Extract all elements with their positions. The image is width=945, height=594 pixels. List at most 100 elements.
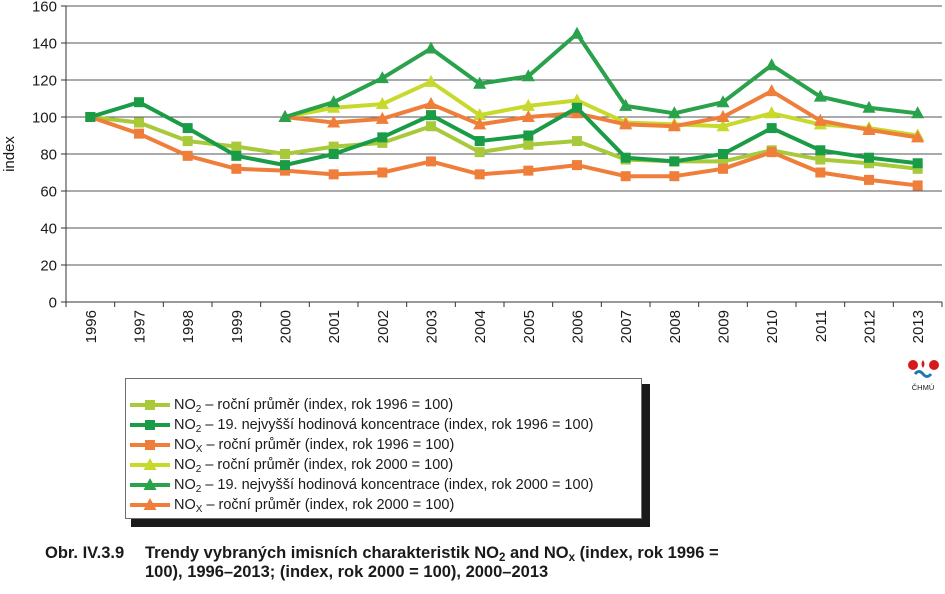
legend-label-sub: X xyxy=(195,444,203,455)
series-group xyxy=(85,26,925,191)
x-tick-label: 1998 xyxy=(180,310,197,343)
legend-swatch-marker xyxy=(143,478,157,490)
data-point xyxy=(426,156,436,167)
data-point xyxy=(669,156,680,167)
data-point xyxy=(231,150,242,161)
x-tick-label: 2006 xyxy=(570,310,587,343)
x-tick-label: 2004 xyxy=(472,310,489,343)
data-point xyxy=(864,174,874,185)
x-tick-label: 2007 xyxy=(618,310,635,343)
data-point xyxy=(473,108,487,121)
legend-swatch xyxy=(130,400,170,410)
data-point xyxy=(377,132,388,143)
logo-red-dot-right xyxy=(929,360,939,370)
data-point xyxy=(912,180,923,191)
data-point xyxy=(521,69,535,82)
x-tick-label: 2003 xyxy=(424,310,441,343)
data-point xyxy=(426,110,436,121)
y-axis-ticks: 0 20 40 60 80 100 120 140 160 xyxy=(32,0,66,312)
data-point xyxy=(912,158,923,169)
data-point xyxy=(815,167,826,178)
data-point xyxy=(667,106,681,119)
y-tick-label: 80 xyxy=(40,147,57,164)
data-point xyxy=(424,97,438,110)
caption-sub-a: 2 xyxy=(498,552,506,564)
legend-label: NOX – roční průměr (index, rok 1996 = 10… xyxy=(174,435,454,455)
data-point xyxy=(182,150,193,161)
data-point xyxy=(815,154,826,165)
y-axis-label: index xyxy=(1,136,18,172)
data-point xyxy=(328,169,339,180)
data-point xyxy=(426,121,436,132)
data-point xyxy=(327,115,341,128)
data-point xyxy=(572,160,582,171)
data-point xyxy=(619,117,633,130)
data-point xyxy=(669,171,680,182)
data-point xyxy=(521,110,535,122)
data-point xyxy=(377,137,388,148)
legend-swatch-marker xyxy=(143,498,157,510)
x-tick-label: 2002 xyxy=(375,310,392,343)
legend-label-sub: 2 xyxy=(195,404,202,415)
legend-item: NO2 – 19. nejvyšší hodinová koncentrace … xyxy=(126,475,641,495)
data-point xyxy=(619,98,633,111)
data-point xyxy=(716,110,730,122)
data-point xyxy=(134,117,144,128)
legend-swatch xyxy=(130,458,170,470)
legend-swatch-marker xyxy=(143,458,157,470)
data-point xyxy=(570,93,584,106)
legend-swatch-marker xyxy=(145,420,155,430)
data-point xyxy=(375,97,389,110)
data-point xyxy=(572,136,582,147)
legend-label-prefix: NO xyxy=(174,497,196,513)
x-tick-label: 2011 xyxy=(813,310,830,342)
legend-swatch xyxy=(130,498,170,510)
legend-label-rest: – roční průměr (index, rok 2000 = 100) xyxy=(202,497,455,513)
legend-item: NOX – roční průměr (index, rok 1996 = 10… xyxy=(126,435,641,455)
y-tick-label: 20 xyxy=(40,258,57,275)
logo-blue-wave xyxy=(913,370,933,378)
data-point xyxy=(327,95,341,108)
legend-item: NO2 – roční průměr (index, rok 2000 = 10… xyxy=(126,455,641,475)
x-tick-label: 1996 xyxy=(83,310,100,343)
data-point xyxy=(718,156,728,167)
data-point xyxy=(862,122,876,135)
data-point xyxy=(765,58,779,71)
data-point xyxy=(473,76,487,89)
data-point xyxy=(523,165,534,176)
data-point xyxy=(521,98,535,111)
legend-item: NO2 – 19. nejvyšší hodinová koncentrace … xyxy=(126,415,641,435)
series-line xyxy=(89,115,918,188)
series-line xyxy=(284,89,918,140)
data-point xyxy=(182,136,193,147)
y-tick-label: 40 xyxy=(40,221,57,238)
legend-swatch-marker xyxy=(145,440,155,450)
data-point xyxy=(813,89,827,102)
data-point xyxy=(911,130,925,143)
y-tick-label: 60 xyxy=(40,184,57,201)
x-tick-label: 2001 xyxy=(326,310,343,343)
data-point xyxy=(864,152,874,163)
legend-label: NO2 – roční průměr (index, rok 2000 = 10… xyxy=(174,455,453,475)
data-point xyxy=(85,112,96,122)
data-point xyxy=(862,100,876,113)
logo-label: ČHMÚ xyxy=(911,383,935,392)
data-point xyxy=(766,123,777,134)
data-point xyxy=(572,102,582,113)
x-tick-label: 2012 xyxy=(862,310,879,343)
legend-label-sub: X xyxy=(195,504,203,515)
data-point xyxy=(377,167,388,178)
series-line xyxy=(90,115,918,171)
data-point xyxy=(424,41,438,54)
caption-line-2: 100), 1996–2013; (index, rok 2000 = 100)… xyxy=(145,563,549,581)
data-point xyxy=(474,147,485,158)
legend-label-prefix: NO xyxy=(174,477,196,493)
y-tick-label: 0 xyxy=(49,295,57,312)
series-line xyxy=(284,79,918,138)
caption-sub-b: x xyxy=(568,552,576,564)
caption-text-b: and NO xyxy=(505,544,569,562)
series-2 xyxy=(85,97,923,171)
data-point xyxy=(864,158,874,169)
chmu-logo xyxy=(906,357,942,391)
data-point xyxy=(474,169,485,180)
